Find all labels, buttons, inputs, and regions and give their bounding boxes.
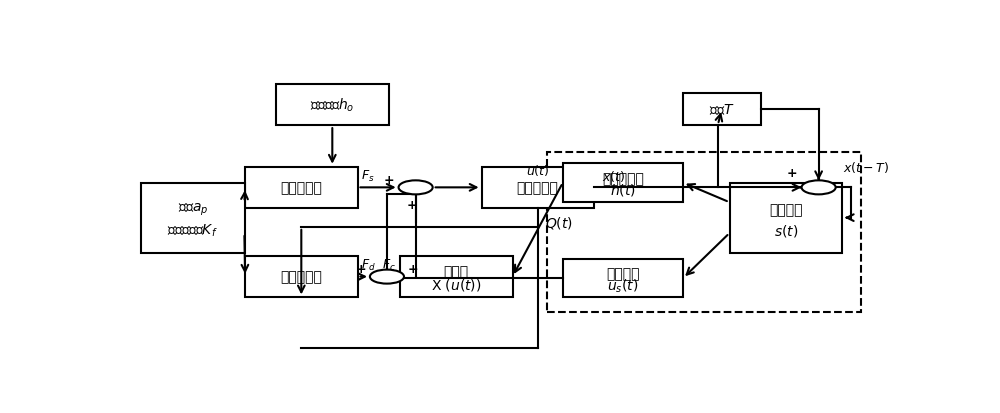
Text: $u(t)$: $u(t)$ xyxy=(526,162,549,178)
Text: X ($u(t)$): X ($u(t)$) xyxy=(431,276,482,292)
Text: +: + xyxy=(406,198,417,211)
Text: 动态切削力: 动态切削力 xyxy=(280,270,322,284)
Bar xyxy=(563,259,683,298)
Circle shape xyxy=(802,181,836,195)
Text: 刀具或工件: 刀具或工件 xyxy=(517,181,559,195)
Text: 滑模趋近率: 滑模趋近率 xyxy=(602,171,644,185)
Circle shape xyxy=(370,270,404,284)
Bar xyxy=(482,167,594,209)
Bar xyxy=(547,153,861,312)
Text: 静态切削力: 静态切削力 xyxy=(280,181,322,195)
Text: $F_d$: $F_d$ xyxy=(361,257,376,272)
Bar xyxy=(683,94,761,126)
Text: $s(t)$: $s(t)$ xyxy=(774,223,798,239)
Text: 切深$a_p$: 切深$a_p$ xyxy=(178,202,208,218)
Text: -: - xyxy=(840,179,846,194)
Text: 切削力系数$K_f$: 切削力系数$K_f$ xyxy=(167,223,218,239)
Text: +: + xyxy=(408,262,419,275)
Bar xyxy=(140,183,245,253)
Text: +: + xyxy=(355,262,366,275)
Text: 自适应率: 自适应率 xyxy=(606,267,640,281)
Bar xyxy=(245,167,358,209)
Text: $F_s$: $F_s$ xyxy=(361,168,375,183)
Text: +: + xyxy=(384,173,395,186)
Text: $x(t-T)$: $x(t-T)$ xyxy=(843,159,890,175)
Text: $F_c$: $F_c$ xyxy=(382,257,396,272)
Text: $Q(t)$: $Q(t)$ xyxy=(545,215,573,231)
Text: +: + xyxy=(787,166,798,179)
Bar xyxy=(400,256,512,298)
Text: $h(t)$: $h(t)$ xyxy=(610,182,636,198)
Text: 时延$T$: 时延$T$ xyxy=(709,103,735,117)
Text: 工件进给$h_o$: 工件进给$h_o$ xyxy=(310,97,354,114)
Bar xyxy=(563,164,683,202)
Bar xyxy=(276,85,388,126)
Text: 驱动器: 驱动器 xyxy=(444,265,469,279)
Text: $x(t)$: $x(t)$ xyxy=(602,168,625,183)
Text: $u_s(t)$: $u_s(t)$ xyxy=(607,277,639,294)
Text: 滑模函数: 滑模函数 xyxy=(769,203,802,217)
Bar xyxy=(245,256,358,298)
Circle shape xyxy=(399,181,433,195)
Bar xyxy=(730,183,842,253)
